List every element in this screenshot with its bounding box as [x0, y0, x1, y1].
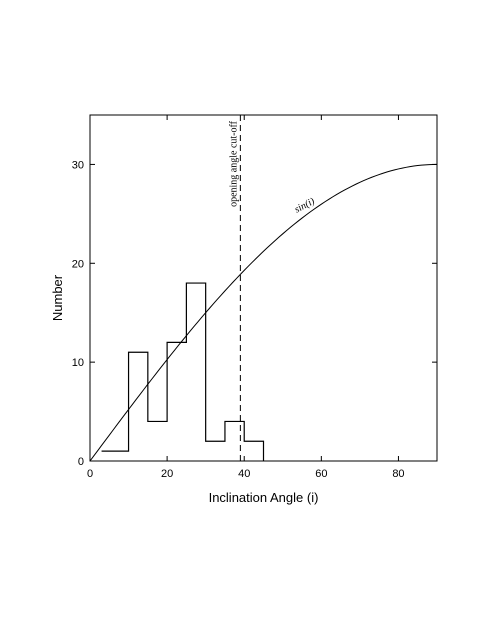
x-tick-label: 80	[392, 468, 404, 480]
ticks: 0 20 40 60 80 0 10 20 30	[72, 115, 437, 480]
y-tick-label: 10	[72, 357, 84, 369]
histogram-steps	[101, 282, 265, 461]
marks	[89, 115, 438, 462]
plot-frame	[89, 114, 438, 462]
sin-curve	[89, 163, 438, 462]
x-tick-label: 60	[315, 468, 327, 480]
x-axis-label: Inclination Angle (i)	[209, 490, 319, 505]
y-tick-label: 30	[72, 159, 84, 171]
y-tick-label: 0	[78, 456, 84, 468]
y-axis-label: Number	[50, 274, 65, 321]
x-tick-label: 20	[161, 468, 173, 480]
x-tick-label: 0	[87, 468, 93, 480]
cutoff-label: opening angle cut-off	[228, 120, 239, 207]
sin-curve-label: sin(i)	[293, 196, 317, 216]
x-tick-label: 40	[238, 468, 250, 480]
y-tick-label: 20	[72, 258, 84, 270]
